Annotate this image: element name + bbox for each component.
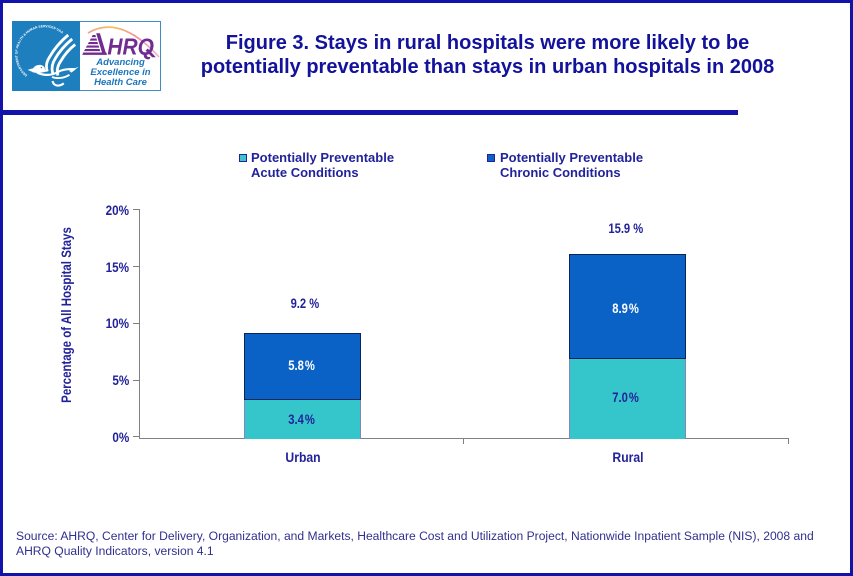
svg-text:Health Care: Health Care (94, 77, 148, 88)
svg-text:HRQ: HRQ (107, 33, 154, 59)
svg-text:Advancing: Advancing (95, 57, 145, 68)
svg-text:Excellence in: Excellence in (90, 67, 150, 78)
